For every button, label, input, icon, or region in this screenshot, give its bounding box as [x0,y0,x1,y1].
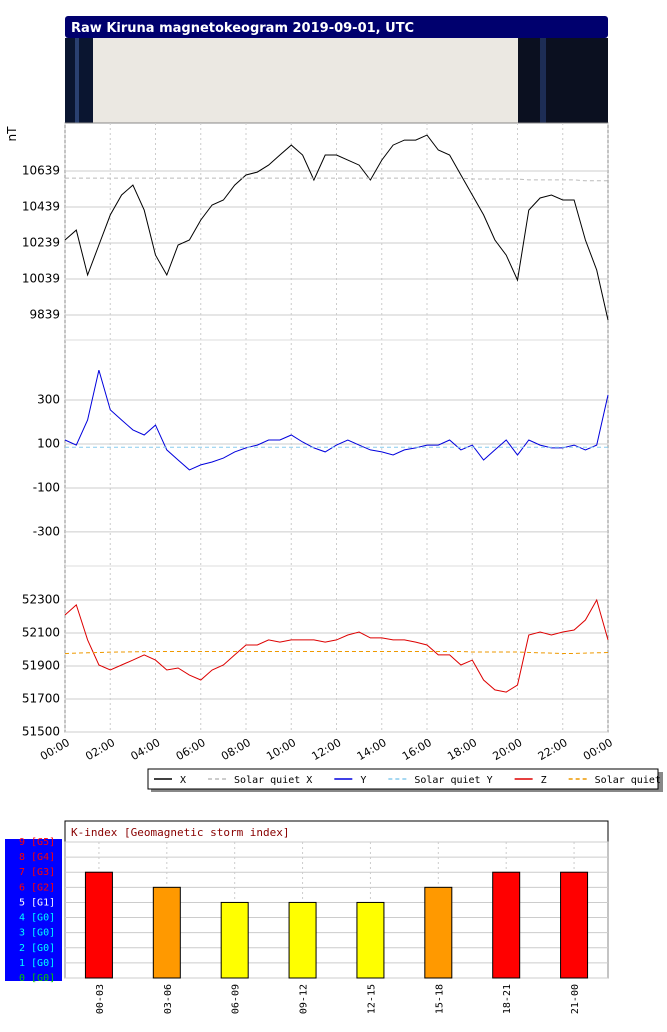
bar [560,871,589,979]
title-bar [65,16,608,38]
x-tick-label: 03-06 [163,984,174,1014]
y-tick-label: -100 [33,480,60,494]
y-tick-label: 8 [G4] [19,852,55,863]
x-tick-label: 06:00 [174,736,208,763]
y-tick-label: 51500 [22,725,60,739]
keogram [518,38,608,123]
bar [84,871,113,979]
x-tick-label: 20:00 [491,736,525,763]
legend-label: Solar quiet Z [595,775,667,786]
x-tick-label: 10:00 [264,736,298,763]
x-tick-label: 08:00 [219,736,253,763]
x-tick-label: 12:00 [310,736,344,763]
x-tick-label: 18:00 [445,736,479,763]
bar [356,901,385,979]
x-tick-label: 04:00 [129,736,163,763]
series-line [64,134,609,321]
y-tick-label: 10039 [22,272,60,286]
x-tick-label: 12-15 [366,984,377,1014]
x-tick-label: 21-00 [570,984,581,1014]
y-tick-label: 0 [G0] [19,973,55,984]
bar [152,886,181,979]
y-tick-label: 100 [37,436,60,450]
k-scale-panel [5,839,62,981]
series-line [64,369,609,471]
y-tick-label: 51900 [22,658,60,672]
y-tick-label: 10639 [22,164,60,178]
y-tick-label: 9839 [29,307,60,321]
y-tick-label: 51700 [22,691,60,705]
y-tick-label: 6 [G2] [19,882,55,893]
y-tick-label: 4 [G0] [19,913,55,924]
chart-title: Raw Kiruna magnetokeogram 2019-09-01, UT… [71,21,414,36]
y-tick-label: 5 [G1] [19,897,55,908]
x-tick-label: 15-18 [434,984,445,1014]
x-tick-label: 09-12 [299,984,310,1014]
y-axis-label: nT [5,126,19,142]
y-tick-label: -300 [33,524,60,538]
y-tick-label: 3 [G0] [19,928,55,939]
x-tick-label: 00:00 [581,736,615,763]
y-tick-label: 52300 [22,592,60,606]
y-tick-label: 300 [37,393,60,407]
y-tick-label: 10439 [22,200,60,214]
y-tick-label: 7 [G3] [19,867,55,878]
legend-label: X [180,775,186,786]
keogram [75,38,79,123]
x-tick-label: 00:00 [38,736,72,763]
x-tick-label: 22:00 [536,736,570,763]
y-tick-label: 52100 [22,625,60,639]
series-line [64,598,609,693]
x-tick-label: 00-03 [95,984,106,1014]
plot-area [64,841,609,979]
keogram [93,38,518,123]
legend-label: Solar quiet X [234,775,312,786]
x-tick-label: 18-21 [502,984,513,1014]
y-tick-label: 10239 [22,236,60,250]
y-tick-label: 2 [G0] [19,943,55,954]
bar [220,901,249,979]
x-tick-label: 14:00 [355,736,389,763]
x-tick-label: 06-09 [231,984,242,1014]
keogram [540,38,546,123]
bar [288,901,317,979]
legend-label: Solar quiet Y [414,775,492,786]
legend-label: Z [541,775,547,786]
kindex-title: K-index [Geomagnetic storm index] [71,826,290,839]
x-tick-label: 02:00 [83,736,117,763]
bar [424,886,453,979]
y-tick-label: 1 [G0] [19,958,55,969]
y-tick-label: 9 [G5] [19,837,55,848]
bar [492,871,521,979]
x-tick-label: 16:00 [400,736,434,763]
legend-label: Y [360,775,366,786]
